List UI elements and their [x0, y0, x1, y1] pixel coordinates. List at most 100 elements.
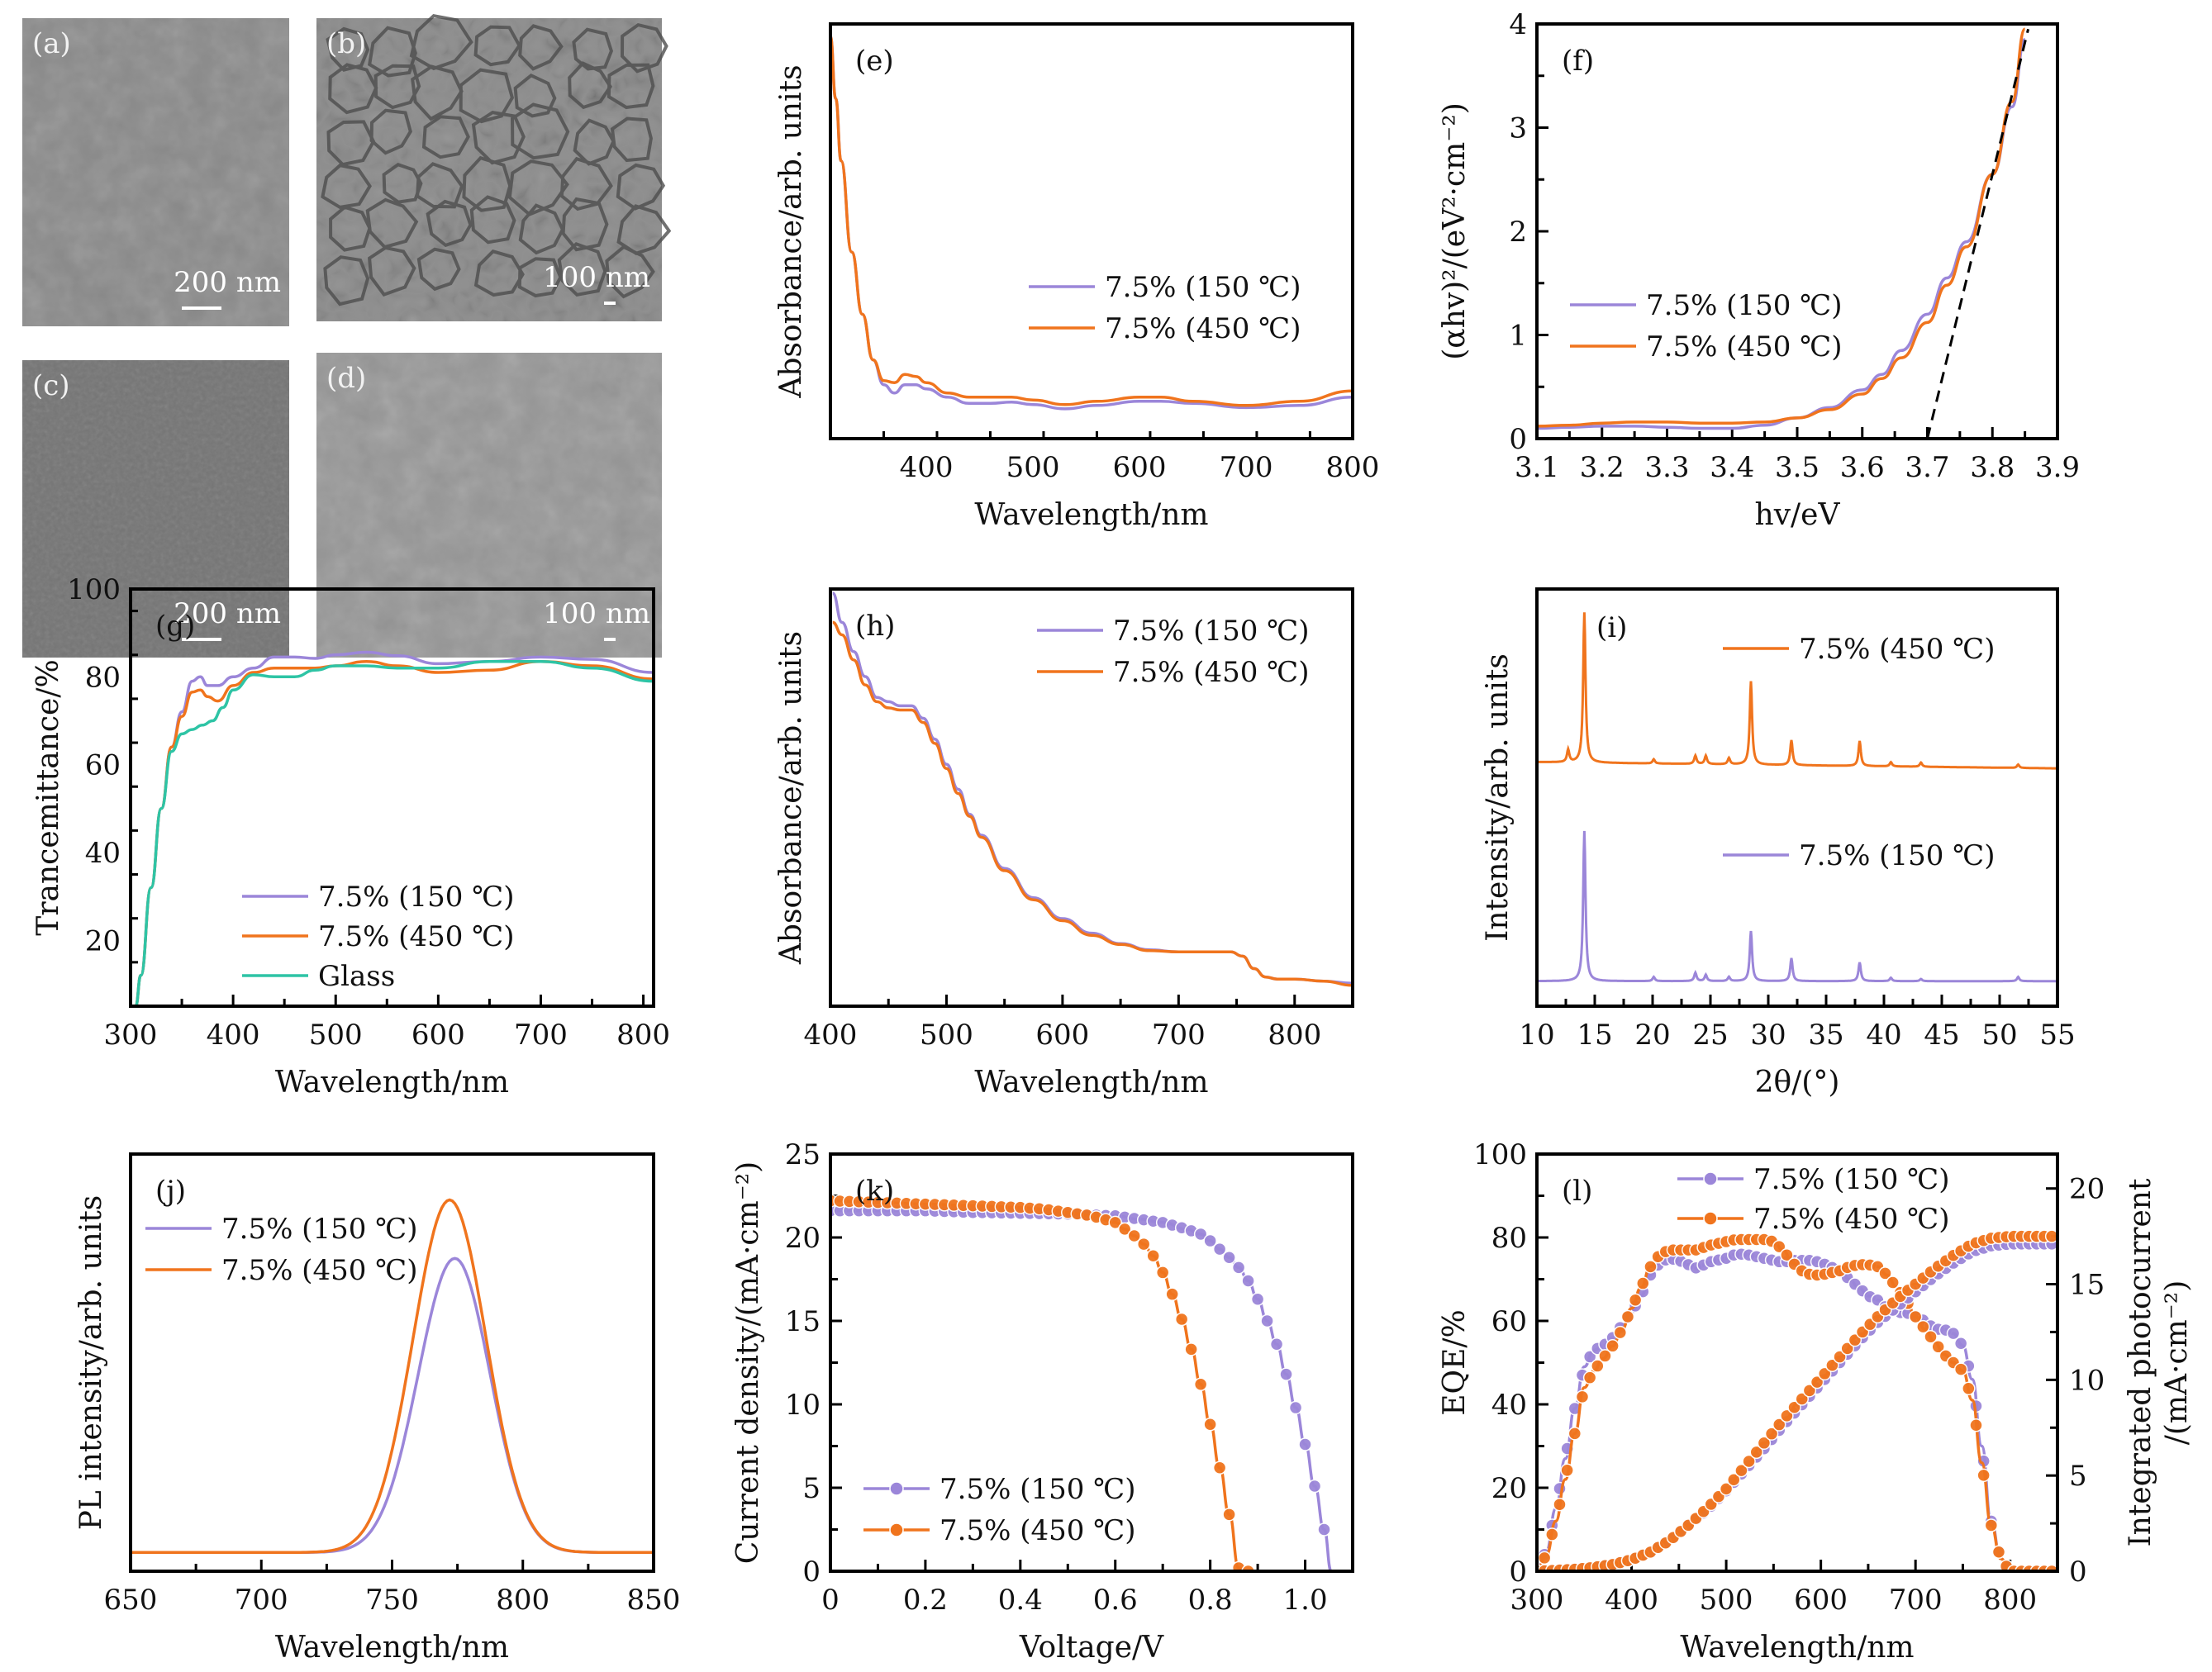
y-tick-label: 80: [85, 661, 121, 694]
grain: [326, 120, 376, 167]
data-point: [1203, 1233, 1217, 1248]
data-point: [1184, 1342, 1198, 1356]
x-axis-label: hv/eV: [1755, 498, 1841, 532]
x-tick-label: 800: [1983, 1584, 2037, 1617]
data-point: [1780, 1247, 1794, 1262]
y-tick-label: 5: [802, 1472, 821, 1505]
legend-entry: 7.5% (150 ℃): [1029, 271, 1301, 304]
data-point: [1193, 1227, 1208, 1242]
data-point: [2044, 1229, 2057, 1243]
series-7-5-450--line: [830, 35, 1353, 407]
x-tick-label: 400: [1605, 1584, 1658, 1617]
data-point: [1780, 1408, 1794, 1423]
legend-label: 7.5% (150 ℃): [1753, 1163, 1949, 1196]
legend: 7.5% (150 ℃) 7.5% (450 ℃): [145, 1213, 417, 1287]
x-tick-label: 0.6: [1093, 1584, 1138, 1617]
sem-images: (a) 200 nm (b) 100 nm (c) 200 nm (d) 100 nm: [22, 13, 672, 658]
grain: [426, 199, 473, 248]
plot-area: [1537, 612, 2057, 983]
data-point: [1742, 1454, 1756, 1469]
series-7-5-450-eqe-markers: [1537, 1233, 2057, 1571]
legend-label: 7.5% (150 ℃): [221, 1213, 417, 1246]
y-axis-label: Absorbance/arb. units: [774, 64, 808, 398]
scale-bar-label: 200 nm: [174, 597, 281, 630]
legend: 7.5% (150 ℃) 7.5% (450 ℃): [863, 1473, 1135, 1547]
y2-axis-label-unit: /(mA·cm⁻²): [2160, 1280, 2194, 1446]
data-point: [1840, 1342, 1854, 1356]
x-tick-label: 800: [496, 1584, 549, 1617]
x-tick-label: 20: [1634, 1019, 1670, 1052]
data-point: [1613, 1325, 1628, 1340]
legend-label: 7.5% (150 ℃): [1105, 271, 1301, 304]
legend-entry: 7.5% (150 ℃): [242, 881, 514, 914]
data-point: [1567, 1427, 1582, 1441]
scale-bar: [182, 638, 221, 641]
grain: [368, 245, 416, 297]
data-point: [1757, 1436, 1772, 1451]
x-tick-label: 300: [1510, 1584, 1564, 1617]
legend-label: 7.5% (450 ℃): [318, 920, 514, 953]
x-tick-label: 700: [1152, 1019, 1206, 1052]
data-point: [1537, 1551, 1552, 1565]
x-axis-label: Wavelength/nm: [1680, 1631, 1914, 1665]
series-7-5-150-: [131, 1256, 654, 1555]
data-point: [1628, 1293, 1643, 1307]
grain: [616, 163, 666, 211]
data-point: [1977, 1468, 1991, 1483]
grain: [382, 162, 423, 204]
x-tick-label: 850: [627, 1584, 681, 1617]
legend-entry: Glass: [242, 960, 395, 993]
y-tick-label: 10: [785, 1389, 821, 1422]
x-tick-label: 600: [1035, 1019, 1089, 1052]
y2-tick-label: 10: [2069, 1364, 2105, 1397]
grain: [573, 118, 616, 166]
y2-tick-label: 15: [2069, 1269, 2105, 1302]
data-point: [1203, 1417, 1217, 1432]
panel-label: (f): [1562, 45, 1594, 78]
x-tick-label: 30: [1750, 1019, 1786, 1052]
x-tick-label: 3.5: [1775, 451, 1820, 484]
x-tick-label: 40: [1866, 1019, 1901, 1052]
grain: [328, 63, 378, 115]
y-axis-label: Current density/(mA·cm⁻²): [731, 1161, 765, 1564]
data-point: [1772, 1239, 1786, 1254]
x-tick-label: 400: [207, 1019, 260, 1052]
series-7-5-450-: [1537, 612, 2057, 770]
chart-panel-f: 3.1 3.2 3.3 3.4 3.5 3.6 3.7 3.8 3.9 0 1 2 3 4 hv/eV (αh…: [1438, 8, 2080, 532]
x-tick-label: 0: [821, 1584, 840, 1617]
legend-entry: 7.5% (450 ℃): [1570, 330, 1842, 363]
sem-texture: [316, 353, 662, 658]
legend: 7.5% (150 ℃) 7.5% (450 ℃): [1677, 1163, 1949, 1236]
data-point: [1298, 1437, 1312, 1451]
data-point: [1288, 1400, 1303, 1415]
scale-bar-label: 100 nm: [543, 261, 650, 294]
legend: 7.5% (150 ℃) 7.5% (450 ℃): [1029, 271, 1301, 345]
panel-label: (j): [155, 1175, 186, 1208]
x-tick-label: 500: [1006, 451, 1060, 484]
scale-bar: [604, 638, 616, 641]
panel-label: (g): [155, 610, 195, 643]
y-tick-label: 2: [1509, 216, 1527, 249]
chart-panel-k: 0 0.2 0.4 0.6 0.8 1.0 0 5 10 15 20 25 Voltage/V Curre…: [731, 1138, 1354, 1665]
grain: [365, 197, 419, 249]
y-tick-label: 20: [785, 1222, 821, 1255]
sem-image-b: (b) 100 nm: [316, 13, 672, 321]
chart-panel-i: 10 15 20 25 30 35 40 45 50 55 2θ/(°) Intensity/arb.…: [1481, 587, 2076, 1100]
y-axis-label: Absorbance/arb. units: [774, 631, 808, 965]
data-point: [1212, 1461, 1227, 1475]
data-point: [1193, 1377, 1208, 1392]
y2-tick-label: 20: [2069, 1173, 2105, 1206]
x-tick-label: 10: [1519, 1019, 1554, 1052]
x-tick-label: 25: [1692, 1019, 1728, 1052]
plot-area: [131, 1198, 654, 1555]
data-point: [1931, 1340, 1945, 1354]
data-point: [1269, 1337, 1284, 1351]
legend-marker: [889, 1481, 904, 1496]
data-point: [1802, 1384, 1817, 1398]
x-axis-label: Wavelength/nm: [974, 498, 1208, 532]
data-point: [1598, 1349, 1612, 1363]
grain: [559, 156, 613, 211]
x-axis-label: 2θ/(°): [1755, 1066, 1840, 1100]
panel-label: (e): [855, 45, 894, 78]
y-tick-label: 4: [1509, 8, 1527, 41]
